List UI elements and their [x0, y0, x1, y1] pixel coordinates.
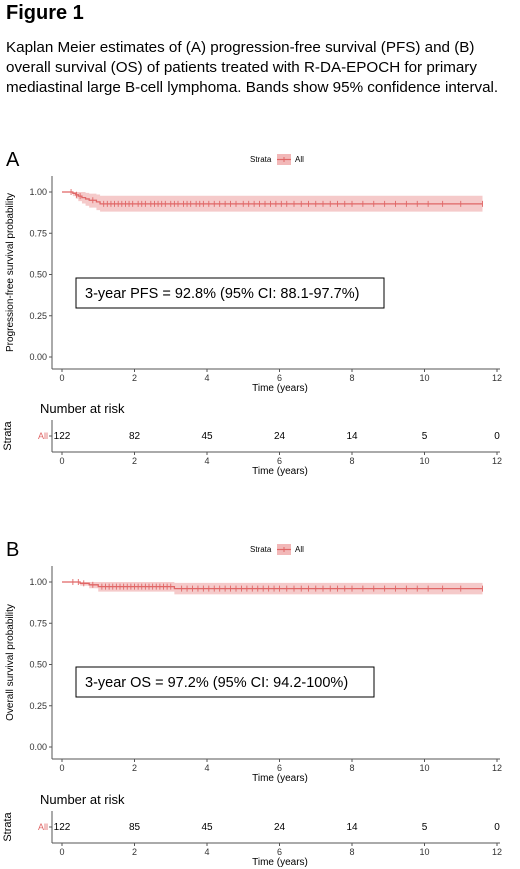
risk-x-tick-label: 8 [349, 456, 354, 466]
risk-table-title: Number at risk [40, 401, 125, 416]
legend-title: Strata [250, 545, 272, 554]
risk-count: 122 [54, 822, 71, 833]
x-tick-label: 4 [204, 763, 209, 773]
risk-count: 5 [422, 822, 428, 833]
risk-row-label: All [38, 431, 48, 441]
risk-x-tick-label: 0 [59, 456, 64, 466]
annotation-box [75, 666, 375, 698]
y-tick-label: 0.75 [29, 618, 47, 628]
y-tick-label: 0.00 [29, 352, 47, 362]
legend: Strata All [250, 544, 304, 555]
y-axis-title: Progression-free survival probability [5, 193, 16, 352]
y-tick-label: 0.25 [29, 701, 47, 711]
y-tick-label: 0.75 [29, 228, 47, 238]
risk-x-tick-label: 4 [204, 847, 209, 857]
x-tick-label: 0 [59, 763, 64, 773]
risk-x-tick-label: 10 [419, 456, 429, 466]
risk-x-tick-label: 4 [204, 456, 209, 466]
risk-x-axis-title: Time (years) [252, 466, 308, 477]
x-tick-label: 8 [349, 763, 354, 773]
panel-label: B [6, 539, 19, 561]
x-tick-label: 4 [204, 373, 209, 383]
risk-table-title: Number at risk [40, 792, 125, 807]
x-tick-label: 10 [419, 763, 429, 773]
y-axis-title: Overall survival probability [5, 604, 16, 721]
legend: Strata All [250, 154, 304, 165]
figure-title: Figure 1 [6, 2, 84, 24]
x-tick-label: 12 [492, 373, 502, 383]
annotation-text: 3-year OS = 97.2% (95% CI: 94.2-100%) [85, 675, 348, 691]
x-tick-label: 8 [349, 373, 354, 383]
figure-caption: Kaplan Meier estimates of (A) progressio… [6, 39, 499, 96]
risk-row-label: All [38, 822, 48, 832]
risk-count: 45 [201, 431, 213, 442]
risk-count: 0 [494, 431, 500, 442]
y-tick-label: 1.00 [29, 187, 47, 197]
annotation-box [75, 277, 385, 309]
x-tick-label: 2 [132, 763, 137, 773]
panel-label: A [6, 149, 20, 171]
y-tick-label: 0.25 [29, 311, 47, 321]
annotation-text: 3-year PFS = 92.8% (95% CI: 88.1-97.7%) [85, 286, 359, 302]
x-tick-label: 6 [277, 373, 282, 383]
x-tick-label: 12 [492, 763, 502, 773]
risk-x-tick-label: 12 [492, 456, 502, 466]
risk-y-axis-title: Strata [2, 420, 14, 450]
risk-x-tick-label: 2 [132, 456, 137, 466]
risk-y-axis-title: Strata [2, 811, 14, 841]
risk-count: 82 [129, 431, 141, 442]
risk-count: 5 [422, 431, 428, 442]
confidence-band [62, 192, 483, 212]
risk-count: 0 [494, 822, 500, 833]
x-tick-label: 2 [132, 373, 137, 383]
risk-count: 24 [274, 431, 286, 442]
x-tick-label: 6 [277, 763, 282, 773]
risk-count: 14 [346, 431, 358, 442]
risk-count: 122 [54, 431, 71, 442]
legend-entry-label: All [295, 155, 304, 164]
legend-entry-label: All [295, 545, 304, 554]
risk-x-tick-label: 0 [59, 847, 64, 857]
y-tick-label: 0.50 [29, 270, 47, 280]
y-tick-label: 1.00 [29, 577, 47, 587]
risk-x-axis-title: Time (years) [252, 857, 308, 868]
y-tick-label: 0.50 [29, 660, 47, 670]
risk-count: 45 [201, 822, 213, 833]
risk-x-tick-label: 10 [419, 847, 429, 857]
risk-count: 14 [346, 822, 358, 833]
risk-table: Number at risk All 122 0 82 2 45 4 24 6 14 8 5 10 0 12 T… [2, 401, 502, 477]
x-tick-label: 10 [419, 373, 429, 383]
y-tick-label: 0.00 [29, 742, 47, 752]
survival-curve [62, 191, 483, 205]
legend-title: Strata [250, 155, 272, 164]
survival-curve [62, 581, 483, 590]
x-axis-title: Time (years) [252, 383, 308, 394]
risk-x-tick-label: 8 [349, 847, 354, 857]
risk-count: 24 [274, 822, 286, 833]
x-axis-title: Time (years) [252, 773, 308, 784]
risk-x-tick-label: 12 [492, 847, 502, 857]
x-tick-label: 0 [59, 373, 64, 383]
risk-x-tick-label: 6 [277, 847, 282, 857]
risk-x-tick-label: 2 [132, 847, 137, 857]
risk-x-tick-label: 6 [277, 456, 282, 466]
risk-count: 85 [129, 822, 141, 833]
